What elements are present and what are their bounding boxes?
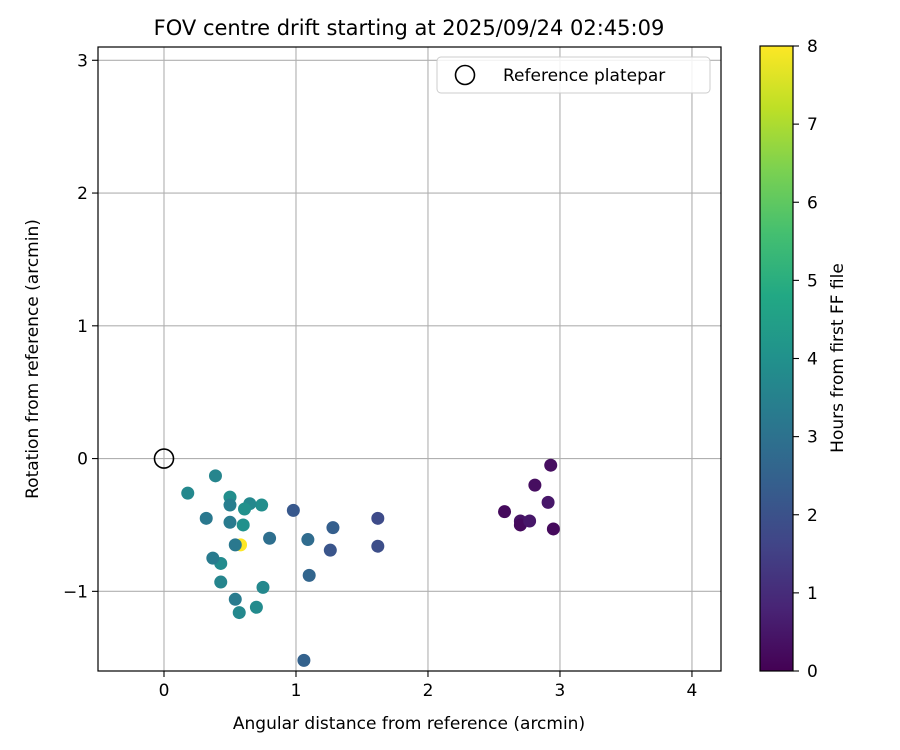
legend-box	[436, 56, 711, 94]
y-axis-label: Rotation from reference (arcmin)	[23, 219, 43, 499]
scatter-point	[301, 533, 315, 547]
reference-point-marker	[153, 448, 175, 469]
colorbar-ticks: 0 1 2 3 4 5 6 7 8	[793, 37, 818, 682]
scatter-point	[208, 469, 222, 483]
y-tick-label: 3	[77, 51, 88, 71]
x-axis-label: Angular distance from reference (arcmin)	[233, 714, 585, 734]
colorbar-tick-label: 6	[807, 193, 818, 213]
scatter-point	[223, 498, 237, 512]
colorbar-tick-label: 8	[807, 37, 818, 57]
scatter-point	[256, 580, 270, 594]
scatter-point	[199, 511, 213, 525]
legend: Reference platepar	[436, 56, 711, 94]
colorbar-tick-label: 4	[807, 350, 818, 370]
scatter-point	[544, 458, 558, 472]
scatter-point	[238, 502, 252, 516]
scatter-point	[297, 653, 311, 667]
y-tick-label: −1	[63, 582, 88, 602]
colorbar-tick-label: 0	[807, 662, 818, 682]
reference-point-layer	[153, 448, 175, 469]
y-axis-ticks: −1 0 1 2 3	[63, 51, 98, 602]
x-tick-label: 0	[159, 681, 170, 701]
colorbar-tick-label: 1	[807, 584, 818, 604]
data-points	[181, 458, 560, 667]
x-axis-ticks: 0 1 2 3 4	[159, 671, 698, 701]
plot-background	[98, 47, 721, 671]
colorbar-tick-label: 3	[807, 428, 818, 448]
chart-title: FOV centre drift starting at 2025/09/24 …	[154, 16, 665, 40]
scatter-point	[255, 498, 269, 512]
scatter-point	[232, 606, 246, 620]
colorbar-gradient	[759, 45, 794, 672]
scatter-point	[263, 531, 277, 545]
scatter-point	[498, 505, 512, 519]
legend-label: Reference platepar	[503, 66, 665, 86]
scatter-point	[228, 538, 242, 552]
colorbar-tick-label: 2	[807, 506, 818, 526]
colorbar-tick-label: 7	[807, 115, 818, 135]
y-tick-label: 1	[77, 317, 88, 337]
x-tick-label: 3	[555, 681, 566, 701]
scatter-point	[323, 543, 337, 557]
colorbar-tick-label: 5	[807, 271, 818, 291]
scatter-point	[223, 515, 237, 529]
scatter-point	[206, 551, 220, 565]
x-tick-label: 4	[687, 681, 698, 701]
scatter-point	[249, 600, 263, 614]
scatter-point	[541, 495, 555, 509]
y-tick-label: 2	[77, 184, 88, 204]
scatter-point	[523, 514, 537, 528]
y-tick-label: 0	[77, 450, 88, 470]
scatter-point	[181, 486, 195, 500]
scatter-point	[326, 521, 340, 535]
colorbar-label: Hours from first FF file	[828, 263, 848, 453]
scatter-point	[546, 522, 560, 536]
scatter-point	[236, 518, 250, 532]
x-tick-label: 1	[291, 681, 302, 701]
x-tick-label: 2	[423, 681, 434, 701]
legend-marker-icon	[454, 64, 476, 86]
colorbar: 0 1 2 3 4 5 6 7 8 Hours from first FF file	[759, 37, 848, 682]
scatter-point	[528, 478, 542, 492]
scatter-point	[302, 568, 316, 582]
plot-frame	[97, 46, 722, 672]
scatter-point	[371, 539, 385, 553]
scatter-point	[286, 503, 300, 517]
scatter-point	[228, 592, 242, 606]
scatter-point	[371, 511, 385, 525]
scatter-point	[214, 575, 228, 589]
